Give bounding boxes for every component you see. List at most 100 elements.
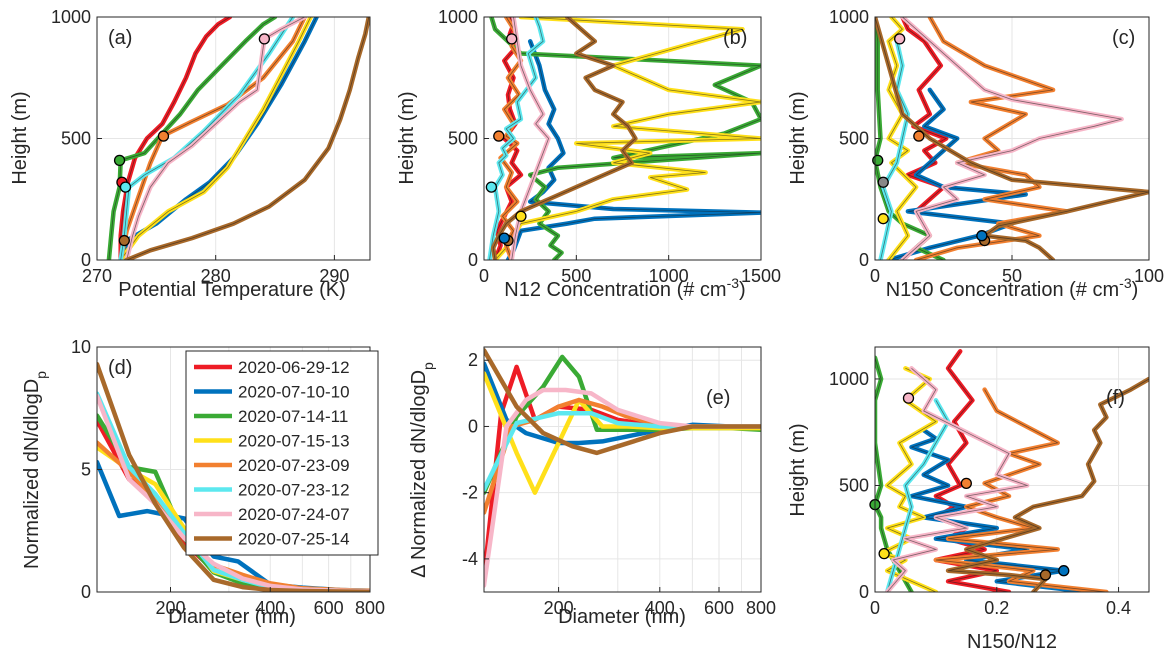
y-tick-label: 1000 [829, 369, 869, 389]
marker-2020-07-14-11 [872, 154, 884, 167]
legend-label: 2020-07-14-11 [238, 407, 348, 426]
legend-label: 2020-07-23-09 [238, 456, 350, 475]
x-tick-label: 290 [319, 266, 349, 286]
series-trace-2020-07-15-13 [494, 17, 761, 260]
x-axis-label: N150/N12 [967, 631, 1057, 653]
x-tick-label: 1500 [741, 266, 781, 286]
panel-a: 270 280 290 0 500 1000 (a) Potential Temperatur… [9, 7, 371, 301]
series-trace-2020-07-25-14 [948, 378, 1149, 592]
x-tick-label: 400 [255, 598, 285, 618]
legend-item: 2020-07-14-11 [194, 407, 348, 426]
marker-2020-07-15-13 [515, 210, 527, 222]
x-axis-label: N12 Concentration (# cm-3) [504, 275, 745, 301]
panel-label: (e) [706, 387, 730, 409]
marker-2020-07-23-12 [119, 181, 132, 193]
y-tick-label: 0 [81, 250, 91, 270]
y-tick-label: 1000 [438, 7, 478, 27]
y-axis-label: Height (m) [787, 423, 809, 516]
x-axis-label: Diameter (nm) [168, 606, 296, 628]
y-tick-label: 5 [81, 460, 91, 480]
series-trace-2020-07-25-14 [126, 17, 370, 260]
x-tick-label: 600 [704, 598, 734, 618]
marker-2020-07-25-14 [118, 234, 130, 247]
marker-2020-07-10-10 [976, 230, 988, 242]
x-axis-label: N150 Concentration (# cm-3) [886, 275, 1139, 301]
series-trace-2020-06-29-12 [902, 17, 948, 260]
y-tick-label: -4 [462, 549, 478, 569]
y-axis-label: Height (m) [396, 91, 418, 184]
y-tick-label: 500 [839, 475, 869, 495]
y-axis-label: Normalized dN/dlogDp [21, 371, 49, 569]
series-trace-2020-07-24-07 [902, 17, 1122, 260]
x-tick-label: 500 [561, 266, 591, 286]
y-tick-label: 500 [448, 129, 478, 149]
legend-item: 2020-07-23-09 [194, 456, 350, 475]
series-trace-2020-07-25-14 [875, 17, 1149, 260]
panel-label: (a) [108, 27, 132, 49]
y-tick-label: 0 [468, 250, 478, 270]
axes-box [874, 346, 1150, 593]
legend-label: 2020-07-10-10 [238, 383, 350, 402]
x-tick-label: 0 [479, 266, 489, 286]
x-tick-label: 800 [746, 598, 776, 618]
x-tick-label: 800 [355, 598, 385, 618]
panel-label: (b) [723, 27, 747, 49]
legend-item: 2020-07-15-13 [194, 432, 350, 451]
x-tick-label: 200 [544, 598, 574, 618]
series-trace-2020-07-23-12 [886, 400, 949, 592]
x-tick-label: 200 [155, 598, 185, 618]
y-axis-label: Δ Normalized dN/dlogDp [408, 362, 436, 578]
y-axis-label: Height (m) [787, 91, 809, 184]
x-tick-label: 400 [645, 598, 675, 618]
legend-label: 2020-07-23-12 [238, 481, 350, 500]
panel-label: (d) [108, 357, 132, 379]
y-tick-label: 1000 [51, 7, 91, 27]
legend-label: 2020-06-29-12 [238, 358, 350, 377]
series-group [487, 17, 761, 260]
panel-label: (c) [1112, 27, 1135, 49]
y-axis-label: Height (m) [9, 91, 31, 184]
marker-2020-07-23-12 [485, 181, 498, 193]
series-trace-2020-07-23-12 [489, 17, 544, 260]
series-trace-2020-07-23-09 [120, 17, 306, 260]
legend-item: 2020-07-23-12 [194, 481, 350, 500]
y-tick-label: -2 [462, 483, 478, 503]
series-trace-2020-07-23-12 [880, 41, 909, 260]
marker-2020-07-24-07 [506, 33, 518, 45]
series-trace-2020-06-29-12 [120, 17, 231, 260]
marker-2020-07-10-10 [1058, 565, 1070, 577]
y-tick-label: 0 [859, 250, 869, 270]
x-axis-label: Potential Temperature (K) [118, 279, 346, 301]
marker-2020-07-14-11 [113, 154, 126, 167]
legend-item: 2020-06-29-12 [194, 358, 350, 377]
x-tick-label: 50 [1002, 266, 1022, 286]
marker-2020-07-23-09 [493, 130, 505, 142]
y-tick-label: 0 [859, 582, 869, 602]
legend-item: 2020-07-25-14 [194, 530, 350, 549]
panel-e: 200 400 600 800 -4 -2 0 2 (e) Diameter (nm) Δ Norm… [408, 346, 776, 628]
series-group [97, 361, 370, 592]
legend-box [185, 350, 379, 556]
panel-f: 0 0.2 0.4 0 500 1000 (f) N150/N12 Height (m) [787, 346, 1150, 653]
plot-area [484, 347, 761, 592]
legend-label: 2020-07-15-13 [238, 432, 350, 451]
marker-2020-07-10-10 [498, 232, 510, 244]
series-trace-2020-07-23-09 [935, 389, 1107, 592]
y-tick-label: 10 [71, 337, 91, 357]
x-tick-label: 100 [1134, 266, 1164, 286]
marker-2020-07-06-29-12 [877, 176, 889, 188]
series-trace-2020-07-24-07 [886, 367, 1029, 592]
legend-label: 2020-07-24-07 [238, 505, 350, 524]
legend: 2020-06-29-12 2020-07-10-10 2020-07-14-11 2… [185, 350, 379, 556]
x-axis-label: Diameter (nm) [558, 606, 686, 628]
x-tick-label: 280 [201, 266, 231, 286]
y-tick-label: 0 [81, 582, 91, 602]
series-line-2020-07-25-14 [484, 348, 761, 456]
series-trace-2020-07-14-11 [491, 17, 761, 260]
marker-2020-07-24-07 [902, 392, 915, 404]
x-tick-label: 0.4 [1106, 598, 1131, 618]
legend-label: 2020-07-25-14 [238, 530, 350, 549]
series-trace-2020-07-15-13 [888, 17, 917, 260]
